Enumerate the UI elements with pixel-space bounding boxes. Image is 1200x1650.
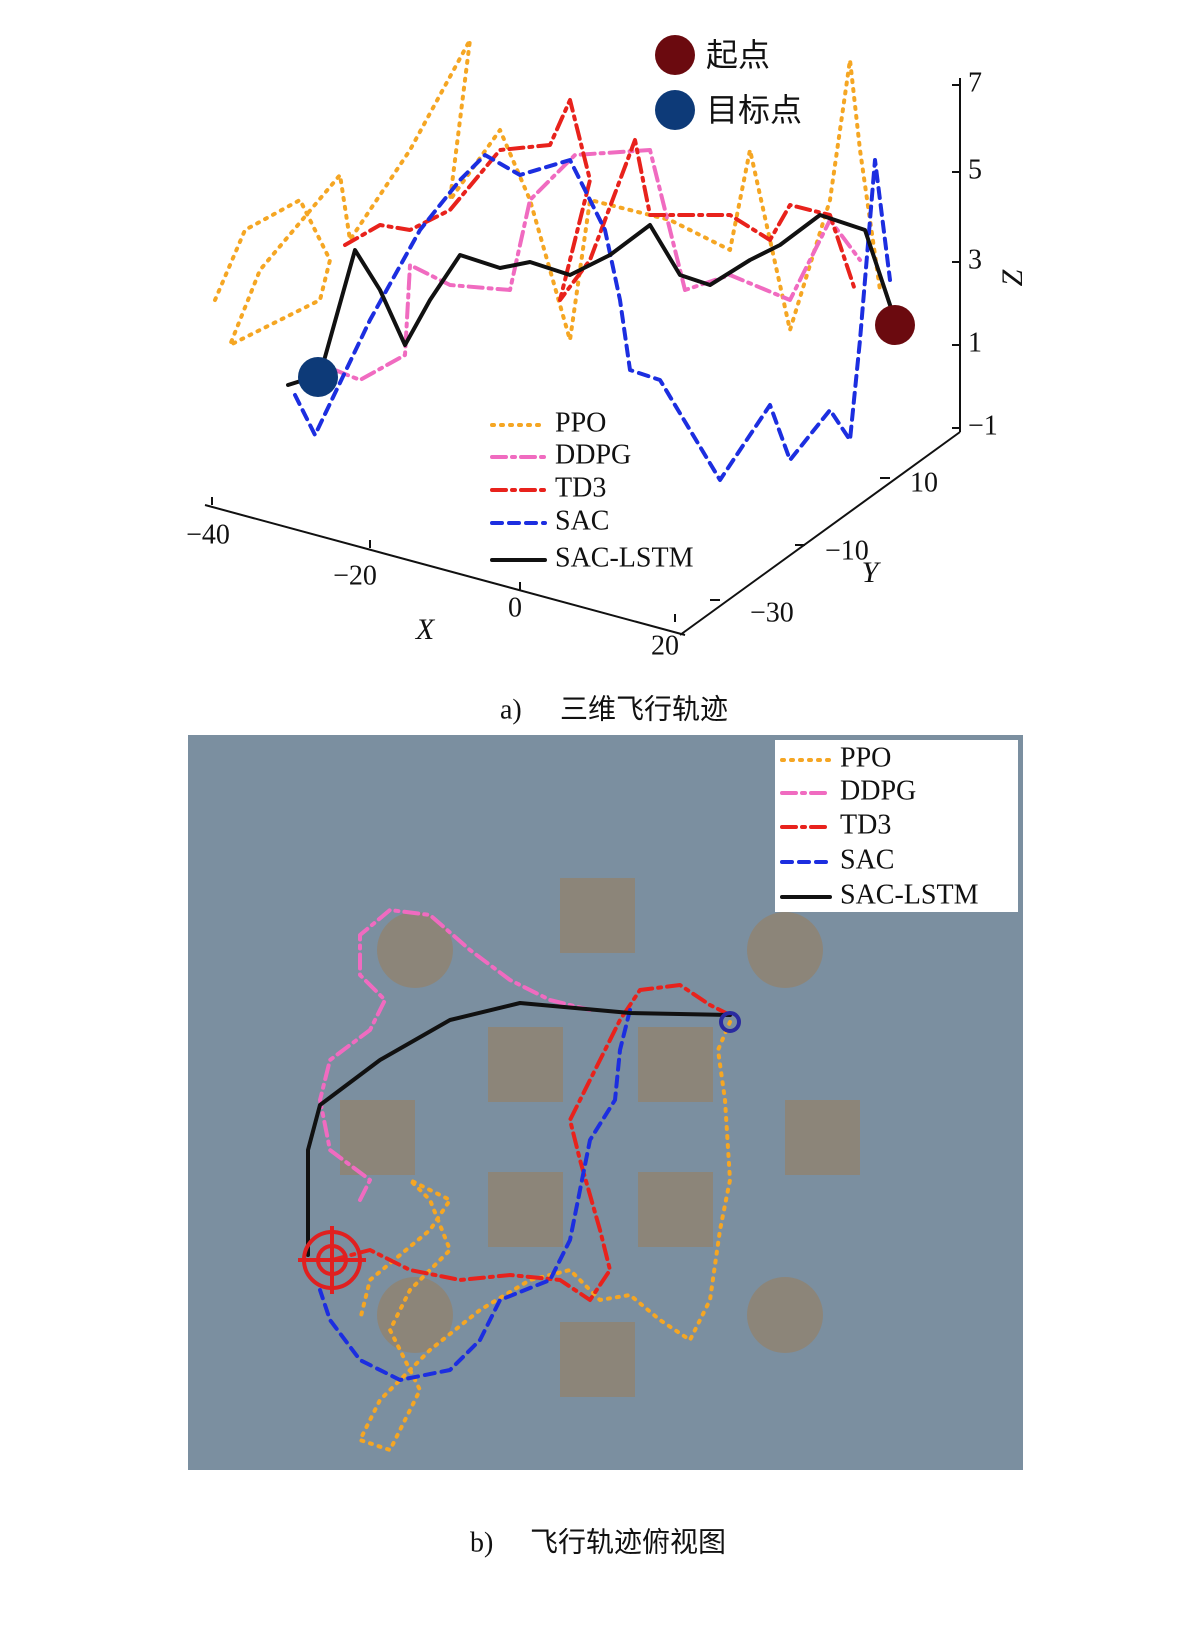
y-tick-label: −10: [825, 535, 869, 566]
obstacle: [638, 1027, 713, 1102]
x-tick-label: −20: [333, 560, 377, 591]
trajectory-3d: [343, 98, 857, 302]
x-tick-label: 20: [651, 630, 679, 661]
trajectory-3d: [333, 148, 862, 382]
x-tick-label: 0: [508, 592, 522, 623]
obstacle: [488, 1172, 563, 1247]
obstacle: [747, 1277, 823, 1353]
obstacle: [560, 878, 635, 953]
legend-start-marker: [655, 35, 695, 75]
z-tick-label: −1: [968, 410, 998, 441]
legend-start-label: 起点: [706, 36, 770, 74]
caption-label: b): [470, 1527, 493, 1558]
legend-label: SAC-LSTM: [555, 542, 694, 573]
trajectory-top: [318, 908, 592, 1202]
legend-label: SAC: [555, 505, 609, 536]
z-tick-label: 3: [968, 244, 982, 275]
legend-target-label: 目标点: [706, 91, 802, 129]
legend-label: DDPG: [555, 439, 631, 470]
obstacle: [638, 1172, 713, 1247]
axes-3d: [204, 78, 961, 636]
legend-label: PPO: [555, 407, 606, 438]
legend-label: PPO: [840, 742, 891, 773]
start-marker-top: [719, 1011, 741, 1033]
x-axis-label: X: [415, 613, 436, 646]
trajectories: [213, 38, 897, 1452]
trajectory-3d: [286, 213, 897, 387]
trajectory-top: [358, 1020, 732, 1452]
obstacle: [488, 1027, 563, 1102]
z-axis-label: Z: [996, 269, 1029, 286]
y-tick-label: 10: [910, 467, 938, 498]
y-tick-label: −30: [750, 597, 794, 628]
y-axis-label: Y: [862, 556, 882, 589]
trajectory-3d: [213, 38, 882, 347]
x-axis-line: [204, 504, 686, 636]
trajectory-3d: [293, 153, 892, 482]
obstacle: [377, 912, 453, 988]
z-tick-label: 7: [968, 67, 982, 98]
legend-label: SAC-LSTM: [840, 879, 979, 910]
target-crosshair: [298, 1226, 366, 1294]
trajectory-top: [306, 1001, 732, 1257]
caption-label: a): [500, 694, 522, 725]
target-point: [298, 357, 338, 397]
legend-label: DDPG: [840, 775, 916, 806]
y-axis-line: [679, 431, 961, 636]
obstacle: [747, 912, 823, 988]
obstacle: [340, 1100, 415, 1175]
z-tick-label: 5: [968, 154, 982, 185]
z-tick-label: 1: [968, 327, 982, 358]
trajectory-top: [318, 1008, 632, 1382]
legend-label: TD3: [840, 809, 891, 840]
obstacle: [785, 1100, 860, 1175]
obstacle: [377, 1277, 453, 1353]
legend-label: TD3: [555, 472, 606, 503]
caption-text: 飞行轨迹俯视图: [530, 1526, 726, 1558]
start-point: [875, 305, 915, 345]
x-tick-label: −40: [186, 519, 230, 550]
legend-label: SAC: [840, 844, 894, 875]
trajectory-top: [330, 983, 732, 1302]
obstacles: [340, 878, 860, 1397]
obstacle: [560, 1322, 635, 1397]
caption-text: 三维飞行轨迹: [560, 693, 728, 725]
legend-target-marker: [655, 90, 695, 130]
figure-body: 起点 目标点 Z X Y a) 三维飞行轨迹 b) 飞行轨迹俯视图 7 5 3 1 −1…: [186, 35, 1029, 1558]
